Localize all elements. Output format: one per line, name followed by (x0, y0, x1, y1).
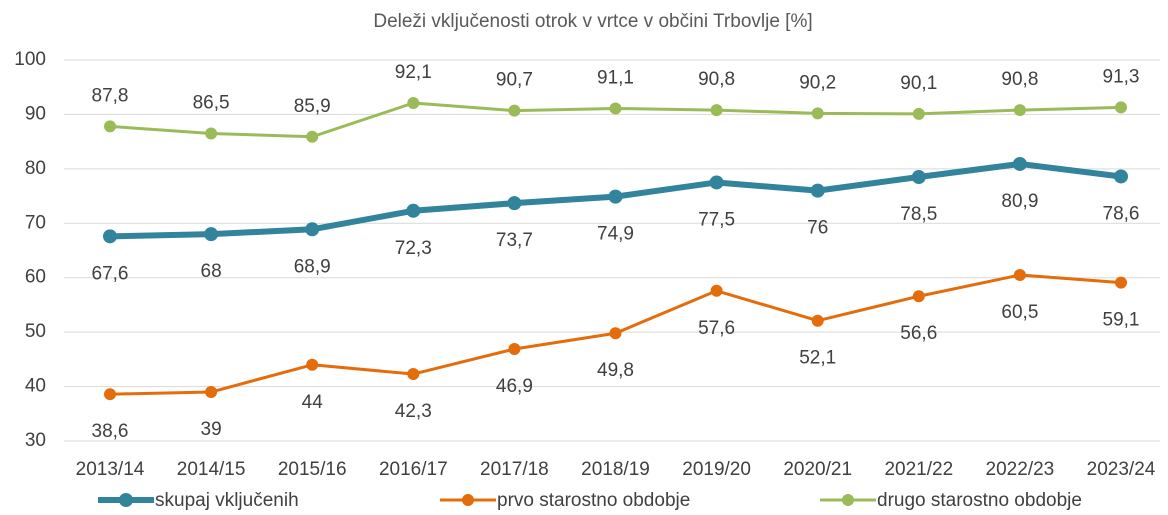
data-label: 78,5 (900, 204, 937, 225)
point (709, 175, 724, 190)
chart-title: Deleži vključenosti otrok v vrtce v obči… (373, 11, 812, 32)
point (205, 386, 218, 399)
data-label: 44 (302, 392, 324, 413)
point (810, 183, 825, 198)
y-tick-label: 30 (25, 430, 46, 451)
point (911, 170, 926, 185)
data-label: 78,6 (1103, 203, 1140, 224)
point (811, 314, 824, 327)
point (507, 196, 522, 211)
point (305, 222, 320, 237)
data-label: 91,1 (597, 67, 634, 88)
y-tick-label: 50 (25, 321, 46, 342)
point (508, 104, 521, 117)
data-label: 87,8 (92, 85, 129, 106)
data-label: 85,9 (294, 96, 331, 117)
point (508, 343, 521, 356)
x-tick-label: 2018/19 (581, 459, 650, 480)
data-label: 59,1 (1103, 310, 1140, 331)
point (406, 203, 421, 218)
x-tick-label: 2014/15 (177, 459, 246, 480)
point (204, 227, 219, 242)
y-tick-label: 60 (25, 267, 46, 288)
data-label: 72,3 (395, 238, 432, 259)
point (710, 284, 723, 297)
data-label: 39 (201, 419, 222, 440)
legend-label: drugo starostno obdobje (877, 490, 1082, 511)
point (912, 290, 925, 303)
x-tick-label: 2020/21 (783, 459, 852, 480)
data-label: 68,9 (294, 256, 331, 277)
point (306, 358, 319, 371)
data-label: 91,3 (1103, 66, 1140, 87)
data-label: 60,5 (1001, 302, 1038, 323)
point (407, 96, 420, 109)
y-tick-label: 100 (14, 49, 46, 70)
legend-marker (842, 494, 854, 506)
point (306, 130, 319, 143)
data-label: 57,6 (698, 318, 735, 339)
data-label: 52,1 (799, 348, 836, 369)
point (104, 388, 116, 401)
data-label: 80,9 (1001, 191, 1038, 212)
point (811, 107, 824, 120)
data-label: 56,6 (900, 323, 937, 344)
data-label: 42,3 (395, 401, 432, 422)
data-label: 86,5 (193, 92, 230, 113)
point (1115, 101, 1127, 114)
x-tick-label: 2016/17 (379, 459, 448, 480)
legend-label: skupaj vključenih (155, 490, 299, 511)
data-label: 73,7 (496, 230, 533, 251)
y-tick-label: 90 (25, 103, 46, 124)
data-label: 90,8 (1001, 69, 1038, 90)
point (1013, 268, 1026, 281)
point (103, 229, 117, 244)
y-tick-label: 70 (25, 212, 46, 233)
point (407, 368, 420, 381)
y-tick-label: 40 (25, 376, 46, 397)
x-tick-label: 2013/14 (76, 459, 145, 480)
point (1013, 104, 1026, 117)
data-label: 76 (807, 218, 828, 239)
point (609, 102, 622, 115)
point (104, 120, 116, 133)
data-label: 90,7 (496, 70, 533, 91)
data-label: 90,2 (799, 72, 836, 93)
data-label: 92,1 (395, 62, 432, 83)
y-tick-label: 80 (25, 158, 46, 179)
x-tick-label: 2021/22 (884, 459, 953, 480)
data-label: 38,6 (92, 421, 129, 442)
point (912, 107, 925, 120)
data-label: 90,8 (698, 69, 735, 90)
point (608, 189, 623, 204)
point (1012, 156, 1027, 171)
x-tick-label: 2022/23 (986, 459, 1055, 480)
legend-marker (119, 493, 133, 507)
data-label: 49,8 (597, 360, 634, 381)
x-tick-label: 2017/18 (480, 459, 549, 480)
data-label: 90,1 (900, 73, 937, 94)
x-tick-label: 2019/20 (682, 459, 751, 480)
data-label: 74,9 (597, 224, 634, 245)
legend-label: prvo starostno obdobje (497, 490, 690, 511)
point (205, 127, 218, 140)
data-label: 77,5 (698, 209, 735, 230)
data-label: 46,9 (496, 376, 533, 397)
x-tick-label: 2023/24 (1087, 459, 1156, 480)
x-tick-label: 2015/16 (278, 459, 347, 480)
legend-marker (462, 494, 474, 506)
data-label: 68 (201, 261, 222, 282)
point (710, 104, 723, 117)
point (609, 327, 622, 340)
point (1114, 169, 1128, 184)
point (1115, 276, 1127, 289)
data-label: 67,6 (92, 263, 129, 284)
